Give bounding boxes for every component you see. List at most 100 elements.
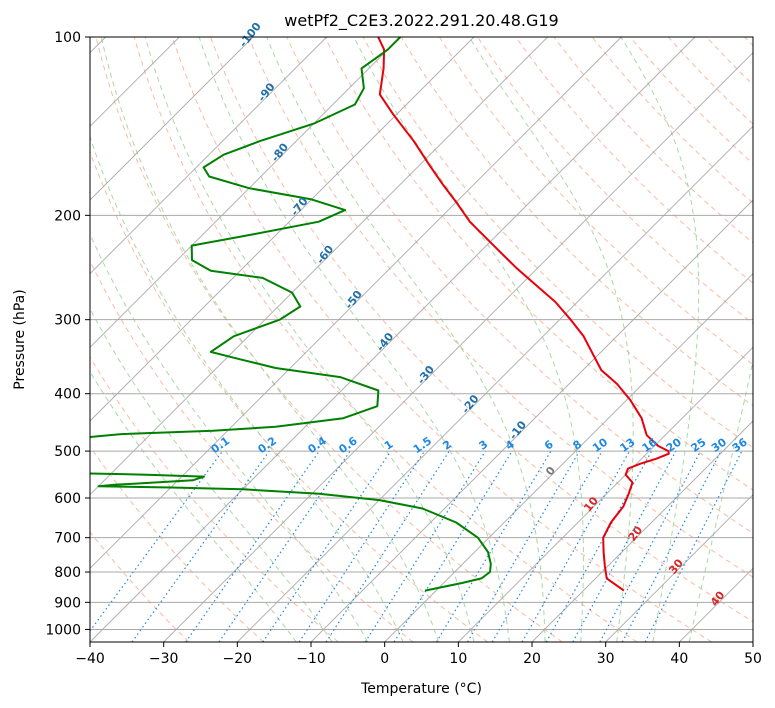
x-tick-label: 30 [597, 651, 615, 667]
series-layer [90, 37, 670, 592]
dry-adiabat-label: -50 [342, 288, 365, 312]
mixing-ratio-label: 3 [477, 438, 491, 453]
mixing-ratio-label: 1.5 [411, 434, 434, 456]
isotherm-line [90, 37, 696, 642]
mixing-ratio-line [262, 450, 392, 642]
dry-adiabat-line [90, 445, 264, 642]
dry-adiabat-label: -60 [314, 243, 337, 267]
isotherm-line [90, 37, 549, 496]
mixing-ratio-line [393, 450, 513, 642]
dry-adiabat-line [133, 37, 638, 642]
mixing-ratio-label: 0.6 [336, 434, 360, 456]
dry-adiabat-line [438, 37, 753, 366]
dry-adiabat-line [248, 37, 753, 578]
dry-adiabat-line [210, 37, 753, 623]
mixing-ratio-line [364, 450, 486, 642]
x-tick-label: 0 [380, 651, 389, 667]
mixing-ratio-line [466, 450, 580, 642]
dry-adiabat-line [400, 37, 753, 407]
isotherm-line [163, 51, 753, 642]
mixing-ratio-line [325, 450, 450, 642]
isotherm-line [90, 37, 622, 570]
moist-adiabat-label: 20 [626, 523, 646, 543]
isotherm-line [384, 272, 753, 642]
dry-adiabat-line [668, 37, 753, 125]
mixing-ratio-line [491, 450, 603, 642]
x-tick-label: −10 [296, 651, 326, 667]
moist-adiabat-line [353, 37, 584, 642]
isotherm-line [90, 37, 475, 422]
x-tick-label: −30 [149, 651, 179, 667]
mixing-ratio-line [599, 450, 702, 642]
mixing-ratio-line [298, 450, 425, 642]
dry-adiabat-line [95, 37, 563, 642]
moist-adiabat-line [100, 37, 439, 642]
mixing-ratio-label: 8 [571, 438, 585, 453]
moist-adiabat-line [266, 37, 546, 642]
y-tick-label: 700 [54, 531, 81, 547]
dry-adiabat-line [90, 531, 190, 642]
dry-adiabat-line [706, 37, 753, 86]
isotherm-line [236, 125, 753, 642]
y-tick-label: 100 [54, 30, 81, 46]
mixing-ratio-label: 25 [689, 436, 709, 455]
moist-adiabat-line [90, 370, 297, 642]
mixing-ratio-label: 0.4 [306, 434, 330, 456]
isotherm-line [678, 567, 753, 642]
moist-adiabat-line [90, 135, 404, 642]
moist-adiabat-label: 30 [666, 556, 686, 576]
isotherm-line [605, 493, 753, 642]
moist-adiabat-line [468, 37, 634, 642]
temperature-profile [377, 37, 670, 592]
dry-adiabat-label: -40 [374, 330, 397, 354]
moist-adiabat-line [144, 37, 475, 642]
mixing-ratio-label: 0.1 [209, 434, 232, 456]
dry-adiabat-line [171, 37, 712, 642]
mixing-ratio-label: 16 [640, 435, 660, 455]
isotherm-line [752, 641, 753, 642]
moist-adiabat-line [688, 358, 753, 642]
y-axis-label: Pressure (hPa) [12, 289, 28, 389]
isotherm-line [310, 199, 753, 642]
mixing-ratio-line [572, 450, 677, 642]
moist-adiabat-label: 10 [581, 494, 601, 514]
chart-title: wetPf2_C2E3.2022.291.20.48.G19 [284, 11, 558, 31]
dry-adiabat-line [515, 37, 753, 284]
mixing-ratio-line [435, 450, 552, 642]
mixing-ratio-label: 30 [709, 435, 729, 455]
y-tick-label: 500 [54, 444, 81, 460]
dry-adiabat-line [90, 259, 414, 642]
x-axis-label: Temperature (°C) [360, 681, 482, 697]
isotherm-line [457, 346, 753, 642]
y-tick-label: 200 [54, 208, 81, 224]
mixing-ratio-line [545, 450, 653, 642]
y-tick-label: 400 [54, 387, 81, 403]
x-tick-label: 20 [523, 651, 541, 667]
x-tick-label: −40 [75, 651, 105, 667]
dry-adiabat-label: -80 [269, 140, 292, 164]
mixing-ratio-label: 6 [542, 438, 556, 453]
mixing-ratio-label: 0.2 [256, 434, 279, 456]
isotherm-line [90, 37, 328, 275]
mixing-ratio-label: 13 [617, 436, 637, 455]
mixing-ratio-label: 10 [590, 435, 610, 455]
dewpoint-profile [90, 37, 492, 592]
mixing-ratio-label: 20 [664, 435, 684, 455]
dry-adiabat-line [744, 37, 753, 47]
dry-adiabat-line [90, 150, 488, 642]
isotherm-line [90, 37, 401, 349]
moist-adiabat-line [90, 232, 369, 642]
isotherm-line [90, 37, 254, 201]
dry-adiabat-label: -90 [255, 80, 278, 104]
plot-frame [89, 36, 754, 643]
dry-adiabat-label: -100 [237, 20, 264, 50]
x-tick-label: 50 [744, 651, 762, 667]
y-tick-label: 900 [54, 595, 81, 611]
mixing-ratio-line [521, 450, 631, 642]
y-tick-label: 300 [54, 313, 81, 329]
isotherm-line [531, 420, 753, 642]
mixing-ratio-line [644, 450, 743, 642]
y-tick-label: 600 [54, 491, 81, 507]
y-tick-label: 1000 [45, 622, 81, 638]
